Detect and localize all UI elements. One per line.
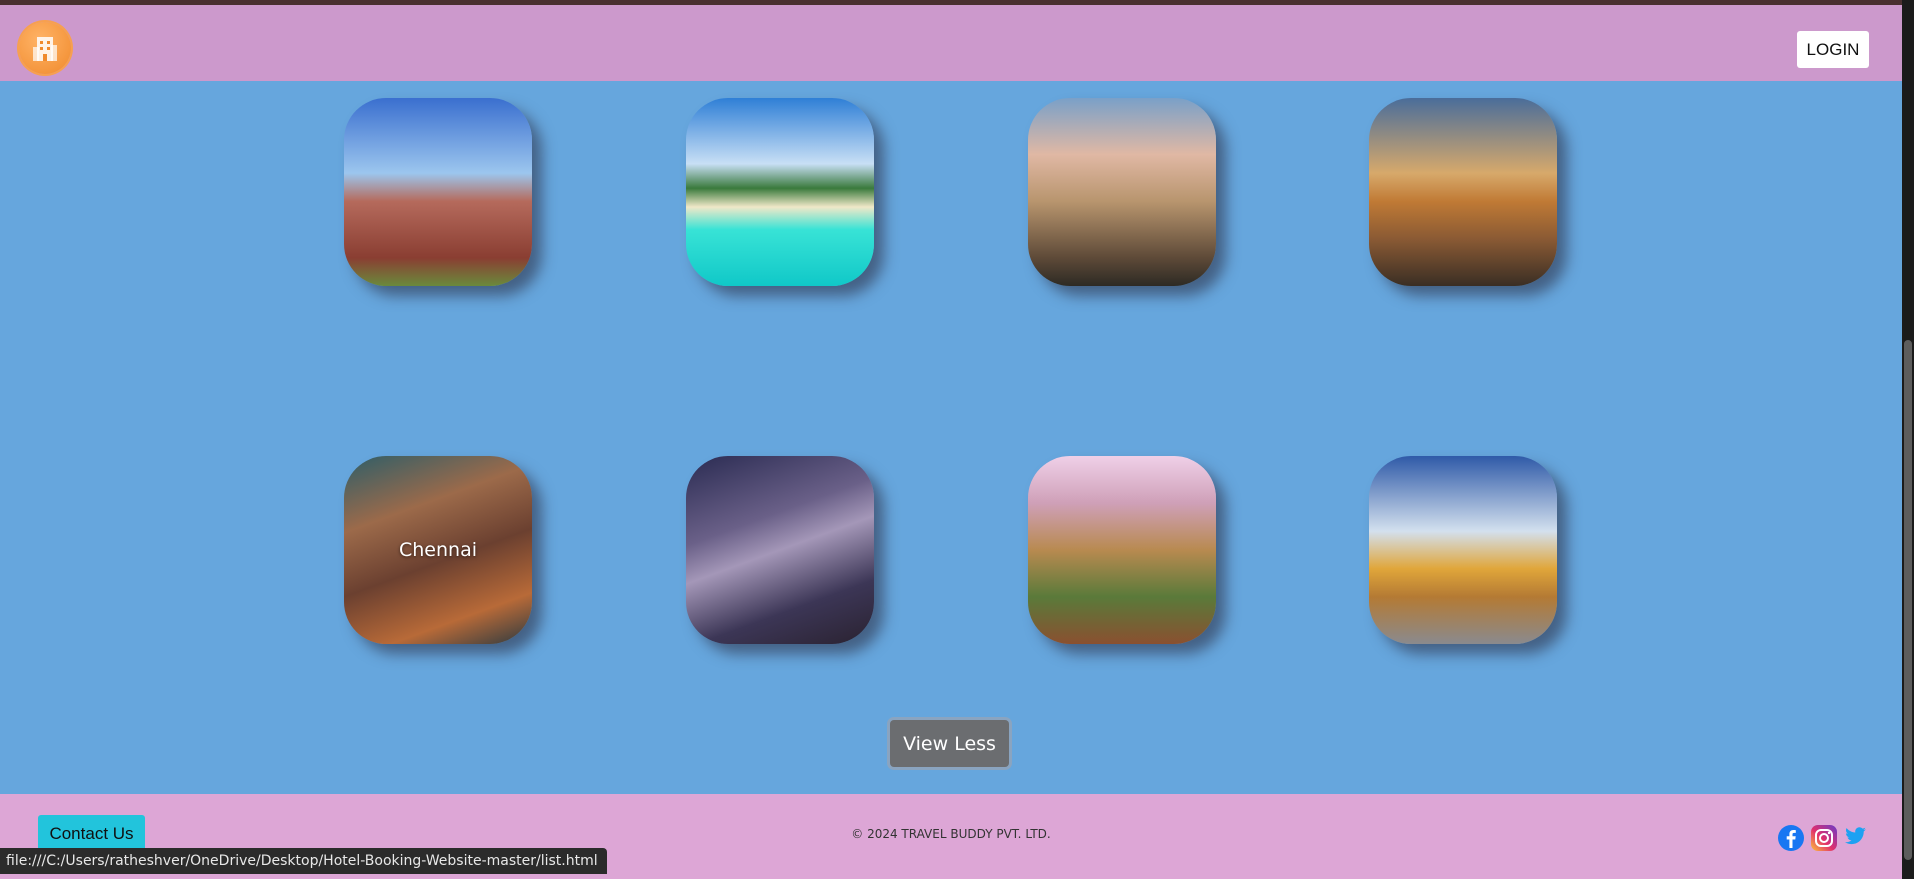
chennai-coast-photo xyxy=(344,456,532,644)
destination-card-goa[interactable] xyxy=(686,98,874,286)
site-header: LOGIN xyxy=(0,5,1902,81)
twitter-icon[interactable] xyxy=(1843,826,1867,848)
destination-card-delhi[interactable] xyxy=(344,98,532,286)
beach-photo xyxy=(686,98,874,286)
window-top-edge xyxy=(0,0,1914,5)
destination-card-agra[interactable] xyxy=(686,456,874,644)
destination-label: Chennai xyxy=(398,539,477,561)
facebook-icon[interactable] xyxy=(1777,824,1805,852)
scrollbar-thumb[interactable] xyxy=(1904,340,1912,860)
charminar-photo xyxy=(1028,98,1216,286)
destination-card-bangalore[interactable] xyxy=(1369,456,1557,644)
view-less-button[interactable]: View Less xyxy=(890,720,1009,767)
browser-status-bar: file:///C:/Users/ratheshver/OneDrive/Des… xyxy=(0,848,607,874)
red-fort-photo xyxy=(344,98,532,286)
destination-card-kolkata[interactable] xyxy=(1369,98,1557,286)
howrah-bridge-photo xyxy=(1369,98,1557,286)
destination-card-hyderabad[interactable] xyxy=(1028,98,1216,286)
hotel-building-icon xyxy=(33,37,57,61)
destination-card-jaipur[interactable] xyxy=(1028,456,1216,644)
destinations-grid: Chennai xyxy=(0,81,1902,794)
instagram-icon[interactable] xyxy=(1810,824,1838,852)
copyright-text: © 2024 TRAVEL BUDDY PVT. LTD. xyxy=(851,827,1051,841)
palace-courtyard-photo xyxy=(1028,456,1216,644)
taj-mahal-night-photo xyxy=(686,456,874,644)
vidhana-soudha-photo xyxy=(1369,456,1557,644)
contact-us-button[interactable]: Contact Us xyxy=(38,815,145,853)
site-logo[interactable] xyxy=(19,22,71,74)
page-scrollbar[interactable] xyxy=(1902,0,1914,879)
login-button[interactable]: LOGIN xyxy=(1797,31,1869,68)
destination-card-chennai[interactable]: Chennai xyxy=(344,456,532,644)
